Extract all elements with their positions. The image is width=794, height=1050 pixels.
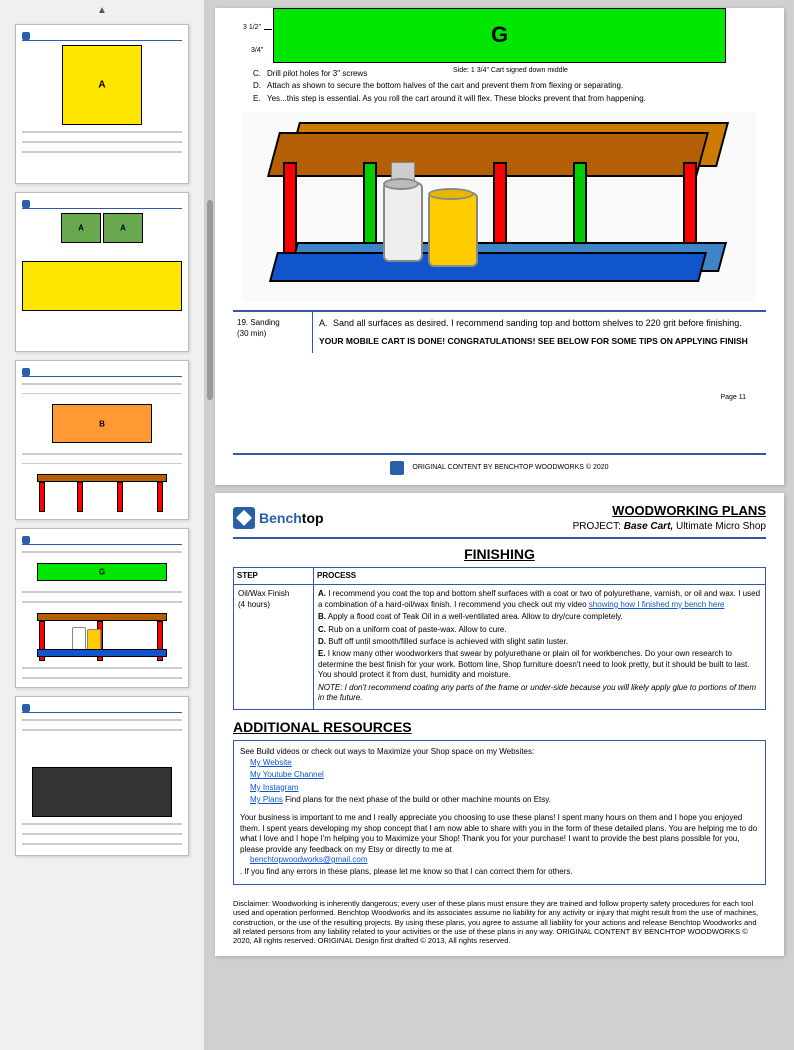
scroll-up-arrow[interactable]: ▲	[5, 5, 199, 16]
finishing-table: STEP PROCESS Oil/Wax Finish (4 hours) A.…	[233, 567, 766, 710]
instruction-c: Drill pilot holes for 3" screws	[267, 69, 367, 78]
thumb-header	[22, 199, 182, 209]
scrollbar[interactable]	[207, 200, 213, 400]
resources-box: See Build videos or check out ways to Ma…	[233, 740, 766, 884]
header-title: WOODWORKING PLANS	[573, 503, 766, 520]
benchtop-logo-icon	[233, 507, 255, 529]
step-19-a: Sand all surfaces as desired. I recommen…	[333, 318, 742, 328]
cart-illustration	[243, 112, 756, 302]
resources-heading: ADDITIONAL RESOURCES	[233, 718, 766, 736]
footer-copyright: ORIGINAL CONTENT BY BENCHTOP WOODWORKS ©…	[412, 463, 608, 472]
part-g-diagram: G	[273, 8, 726, 63]
th-step: STEP	[234, 568, 314, 584]
finish-note: NOTE: I don't recommend coating any part…	[318, 683, 761, 704]
youtube-link[interactable]: My Youtube Channel	[250, 770, 759, 780]
website-link[interactable]: My Website	[250, 758, 759, 768]
finish-step-label: Oil/Wax Finish	[238, 589, 309, 599]
step-label: 19. Sanding	[237, 318, 308, 328]
finish-c: Rub on a uniform coat of paste-wax. Allo…	[328, 625, 506, 634]
step-19-row: 19. Sanding (30 min) A.Sand all surfaces…	[233, 310, 766, 353]
instagram-link[interactable]: My Instagram	[250, 783, 759, 793]
thumb-diagram	[62, 45, 142, 125]
thumbnail-sidebar: ▲	[0, 0, 205, 1050]
page-thumbnail-4[interactable]	[15, 528, 189, 688]
page-thumbnail-3[interactable]	[15, 360, 189, 520]
instruction-d: Attach as shown to secure the bottom hal…	[267, 81, 623, 90]
finish-step-time: (4 hours)	[238, 600, 309, 610]
thumb-header	[22, 31, 182, 41]
page-thumbnail-5[interactable]	[15, 696, 189, 856]
document-page-11: 3 1/2" 3/4" G Side: 1 3/4" Cart signed d…	[215, 8, 784, 485]
thumb-header	[22, 535, 182, 545]
video-link[interactable]: showing how I finished my bench here	[589, 600, 725, 609]
finish-e: I know many other woodworkers that swear…	[318, 649, 749, 679]
plans-link[interactable]: My Plans	[250, 795, 283, 804]
th-process: PROCESS	[314, 568, 765, 584]
dimension-label: 3 1/2"	[243, 23, 261, 32]
instruction-e: Yes...this step is essential. As you rol…	[267, 94, 646, 103]
completion-message: YOUR MOBILE CART IS DONE! CONGRATULATION…	[319, 336, 760, 347]
dimension-label: 3/4"	[251, 46, 263, 55]
finish-b: Apply a flood coat of Teak Oil in a well…	[328, 612, 623, 621]
disclaimer-text: Disclaimer: Woodworking is inherently da…	[233, 899, 766, 946]
page-footer: ORIGINAL CONTENT BY BENCHTOP WOODWORKS ©…	[233, 453, 766, 475]
page-header: Benchtop WOODWORKING PLANS PROJECT: Base…	[233, 503, 766, 539]
brand-name: Benchtop	[259, 509, 324, 527]
email-link[interactable]: benchtopwoodworks@gmail.com	[250, 855, 759, 865]
main-viewer[interactable]: 3 1/2" 3/4" G Side: 1 3/4" Cart signed d…	[205, 0, 794, 1050]
page-thumbnail-1[interactable]	[15, 24, 189, 184]
finish-d: Buff off until smooth/filled surface is …	[328, 637, 568, 646]
thank-you-para: Your business is important to me and I r…	[240, 813, 759, 877]
dimension-note: Side: 1 3/4" Cart signed down middle	[453, 66, 568, 75]
page-number: Page 11	[720, 393, 746, 402]
page-thumbnail-2[interactable]	[15, 192, 189, 352]
project-line: PROJECT: Base Cart, Ultimate Micro Shop	[573, 520, 766, 533]
document-page-12: Benchtop WOODWORKING PLANS PROJECT: Base…	[215, 493, 784, 956]
plans-link-after: Find plans for the next phase of the bui…	[283, 795, 551, 804]
thumb-header	[22, 703, 182, 713]
footer-logo-icon	[390, 461, 404, 475]
resources-intro: See Build videos or check out ways to Ma…	[240, 747, 759, 757]
step-time: (30 min)	[237, 329, 308, 339]
finishing-heading: FINISHING	[233, 545, 766, 563]
thumb-header	[22, 367, 182, 377]
